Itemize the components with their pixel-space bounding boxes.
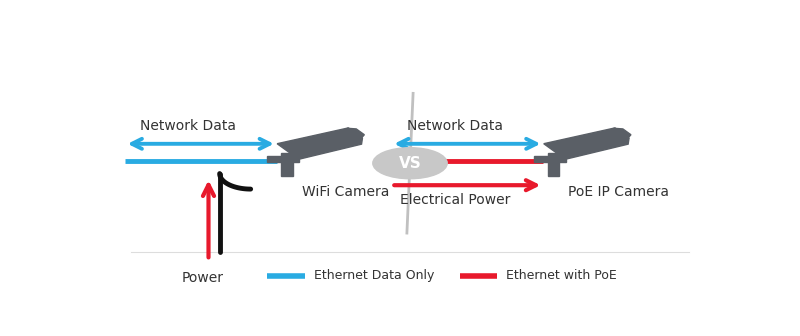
Polygon shape [347, 128, 364, 138]
Text: Network Data: Network Data [140, 120, 236, 133]
Text: Ethernet Data Only: Ethernet Data Only [314, 269, 434, 282]
Text: Ethernet with PoE: Ethernet with PoE [506, 269, 617, 282]
Polygon shape [294, 138, 362, 159]
Text: Power: Power [182, 270, 223, 285]
Text: WiFi Camera: WiFi Camera [302, 185, 389, 199]
Text: Network Data: Network Data [407, 120, 503, 133]
Polygon shape [561, 138, 629, 159]
Circle shape [373, 148, 447, 179]
Polygon shape [277, 128, 362, 156]
Polygon shape [548, 153, 559, 176]
Polygon shape [614, 128, 631, 138]
Text: PoE IP Camera: PoE IP Camera [568, 185, 669, 199]
Polygon shape [267, 157, 299, 162]
Polygon shape [282, 153, 293, 176]
Polygon shape [534, 157, 566, 162]
Text: Electrical Power: Electrical Power [400, 193, 510, 207]
Text: VS: VS [398, 156, 422, 171]
Polygon shape [544, 128, 629, 156]
